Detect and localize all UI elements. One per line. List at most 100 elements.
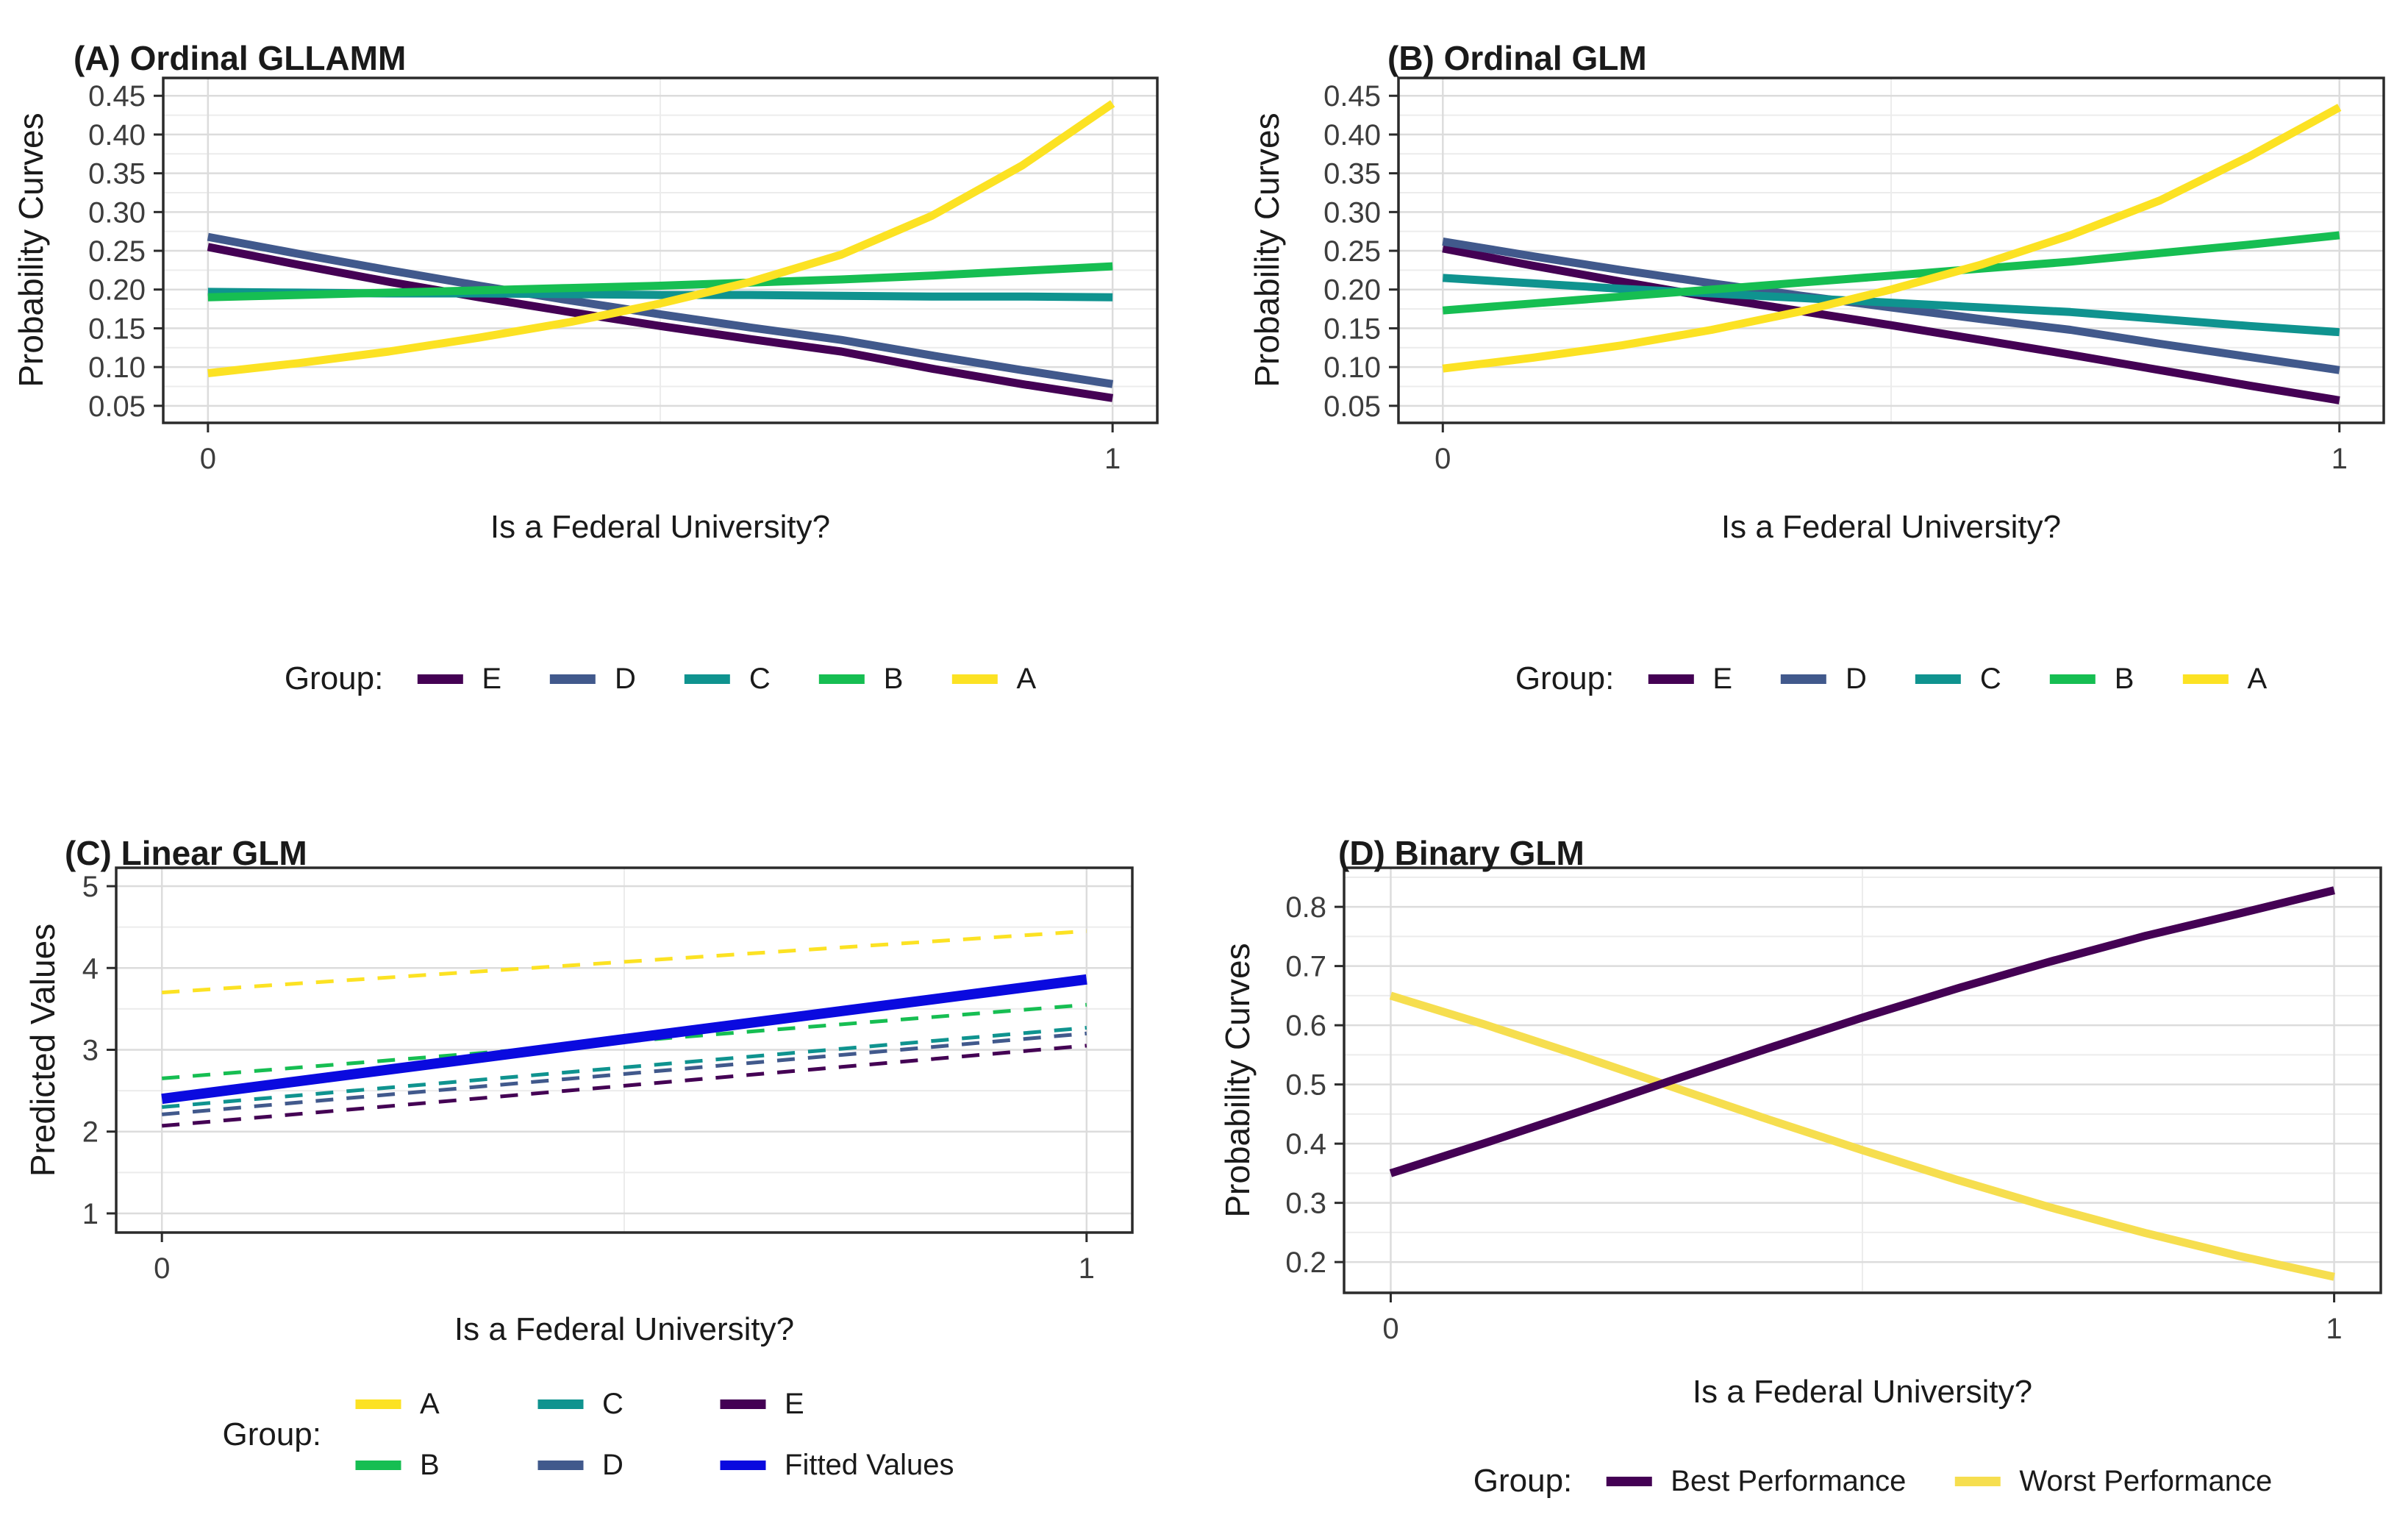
legend-item-c: C xyxy=(684,663,771,696)
legend-item-e: E xyxy=(1648,663,1732,696)
legend-item-b: B xyxy=(355,1449,537,1482)
series-line-d xyxy=(1442,237,2340,374)
chart-canvas-linear-glm: 1 2 3 4 5 0 1 xyxy=(82,866,1134,1285)
legend-swatch-icon xyxy=(537,1399,584,1409)
legend-swatch-icon xyxy=(2182,674,2229,684)
y-tick-label: 0.10 xyxy=(1323,352,1381,384)
legend-swatch-icon xyxy=(818,674,865,684)
legend-swatch-icon xyxy=(355,1399,401,1409)
y-tick-label: 1 xyxy=(82,1198,99,1230)
series-line-d xyxy=(207,232,1114,388)
x-tick-label: 1 xyxy=(2332,443,2348,475)
series-line-c xyxy=(1442,274,2340,337)
legend-title: Group: xyxy=(284,660,384,696)
x-tick-label: 0 xyxy=(200,443,216,475)
y-tick-label: 0.8 xyxy=(1285,891,1326,924)
legend-swatch-icon xyxy=(1648,674,1694,684)
legend-swatch-icon xyxy=(550,674,596,684)
y-tick-label: 0.05 xyxy=(1323,391,1381,423)
y-axis-label: Probability Curves xyxy=(12,113,50,388)
y-tick-label: 0.4 xyxy=(1285,1128,1326,1160)
y-tick-label: 4 xyxy=(82,952,99,985)
y-tick-label: 0.3 xyxy=(1285,1188,1326,1220)
series-line-fitted-values xyxy=(161,974,1087,1105)
legend-label: B xyxy=(883,662,904,695)
legend: Group: A C E B D Fitted Values xyxy=(222,1388,954,1482)
legend-title: Group: xyxy=(222,1416,322,1452)
legend-swatch-icon xyxy=(1915,674,1961,684)
chart-canvas-ordinal-gllamm: 0.05 0.10 0.15 0.20 0.25 0.30 0.35 0.40 0.45 0 1 xyxy=(88,76,1159,475)
legend-swatch-icon xyxy=(1954,1476,2001,1486)
y-tick-label: 0.30 xyxy=(1323,196,1381,229)
series-line-e xyxy=(161,1044,1087,1128)
legend-label: E xyxy=(1712,662,1733,695)
legend-swatch-icon xyxy=(720,1399,766,1409)
legend-label: E xyxy=(785,1388,804,1420)
legend-item-d: D xyxy=(1781,663,1867,696)
legend-label: Best Performance xyxy=(1671,1464,1907,1497)
legend: Group: E D C B A xyxy=(285,660,1036,697)
y-tick-label: 0.40 xyxy=(1323,119,1381,151)
x-axis-label: Is a Federal University? xyxy=(490,509,831,545)
y-tick-label: 0.7 xyxy=(1285,951,1326,983)
series-line-best-performance xyxy=(1389,886,2335,1177)
series-line-e xyxy=(1442,244,2340,404)
legend-item-e: E xyxy=(720,1388,804,1421)
legend-swatch-icon xyxy=(537,1461,584,1470)
legend-item-c: C xyxy=(1915,663,2001,696)
legend-item-b: B xyxy=(818,662,904,696)
legend-label: A xyxy=(420,1388,440,1420)
panel-ordinal-glm: 0.05 0.10 0.15 0.20 0.25 0.30 0.35 0.40 0.45 0 1 (… xyxy=(1204,0,2407,768)
legend-title: Group: xyxy=(1473,1463,1573,1499)
series-line-d xyxy=(161,1031,1087,1116)
legend-item-fitted-values: Fitted Values xyxy=(720,1449,954,1482)
legend-row: Best Performance Worst Performance xyxy=(1606,1465,2272,1498)
series-line-c xyxy=(161,1026,1087,1109)
panel-binary-glm: 0.2 0.3 0.4 0.5 0.6 0.7 0.8 0 1 (D) Binary GLM P… xyxy=(1204,768,2407,1537)
y-tick-label: 2 xyxy=(82,1116,99,1149)
y-tick-label: 0.25 xyxy=(88,235,146,268)
y-tick-label: 0.40 xyxy=(88,119,146,151)
legend-item-a: A xyxy=(2182,663,2267,696)
legend-label: D xyxy=(602,1449,624,1481)
y-tick-label: 0.35 xyxy=(1323,158,1381,190)
y-tick-label: 0.20 xyxy=(88,274,146,307)
chart-canvas-ordinal-glm: 0.05 0.10 0.15 0.20 0.25 0.30 0.35 0.40 0.45 0 1 xyxy=(1323,76,2385,475)
x-tick-label: 1 xyxy=(1104,443,1121,475)
legend-swatch-icon xyxy=(684,674,730,684)
panel-title: (D) Binary GLM xyxy=(1338,834,1585,873)
x-tick-label: 0 xyxy=(1382,1313,1398,1345)
legend-label: C xyxy=(1979,662,2001,695)
y-tick-label: 0.05 xyxy=(88,391,146,423)
legend-items: Best Performance Worst Performance xyxy=(1606,1465,2272,1498)
chart-canvas-binary-glm: 0.2 0.3 0.4 0.5 0.6 0.7 0.8 0 1 xyxy=(1285,866,2382,1345)
legend-item-a: A xyxy=(355,1388,537,1421)
y-axis-label: Predicted Values xyxy=(24,923,62,1177)
legend-label: B xyxy=(2114,662,2134,695)
y-tick-label: 3 xyxy=(82,1034,99,1066)
series-line-worst-performance xyxy=(1389,991,2335,1281)
series-line-b xyxy=(207,262,1113,302)
y-tick-label: 0.45 xyxy=(1323,80,1381,113)
y-tick-label: 0.6 xyxy=(1285,1010,1326,1042)
y-tick-label: 5 xyxy=(82,871,99,903)
plot-border xyxy=(1343,866,2382,1294)
legend-swatch-icon xyxy=(1606,1476,1652,1486)
legend-item-d: D xyxy=(537,1449,720,1482)
legend-item-a: A xyxy=(951,663,1036,696)
legend-swatch-icon xyxy=(1781,674,1827,684)
legend-label: E xyxy=(482,662,502,695)
y-axis-label: Probability Curves xyxy=(1218,943,1257,1218)
legend-label: B xyxy=(420,1449,440,1481)
legend-swatch-icon xyxy=(417,674,463,684)
series-line-a xyxy=(1442,104,2342,373)
legend-item-best-performance: Best Performance xyxy=(1606,1465,1906,1498)
legend-item-d: D xyxy=(550,663,636,696)
legend-label: A xyxy=(1016,662,1037,695)
legend-label: D xyxy=(1846,662,1867,695)
legend-swatch-icon xyxy=(2049,674,2096,684)
